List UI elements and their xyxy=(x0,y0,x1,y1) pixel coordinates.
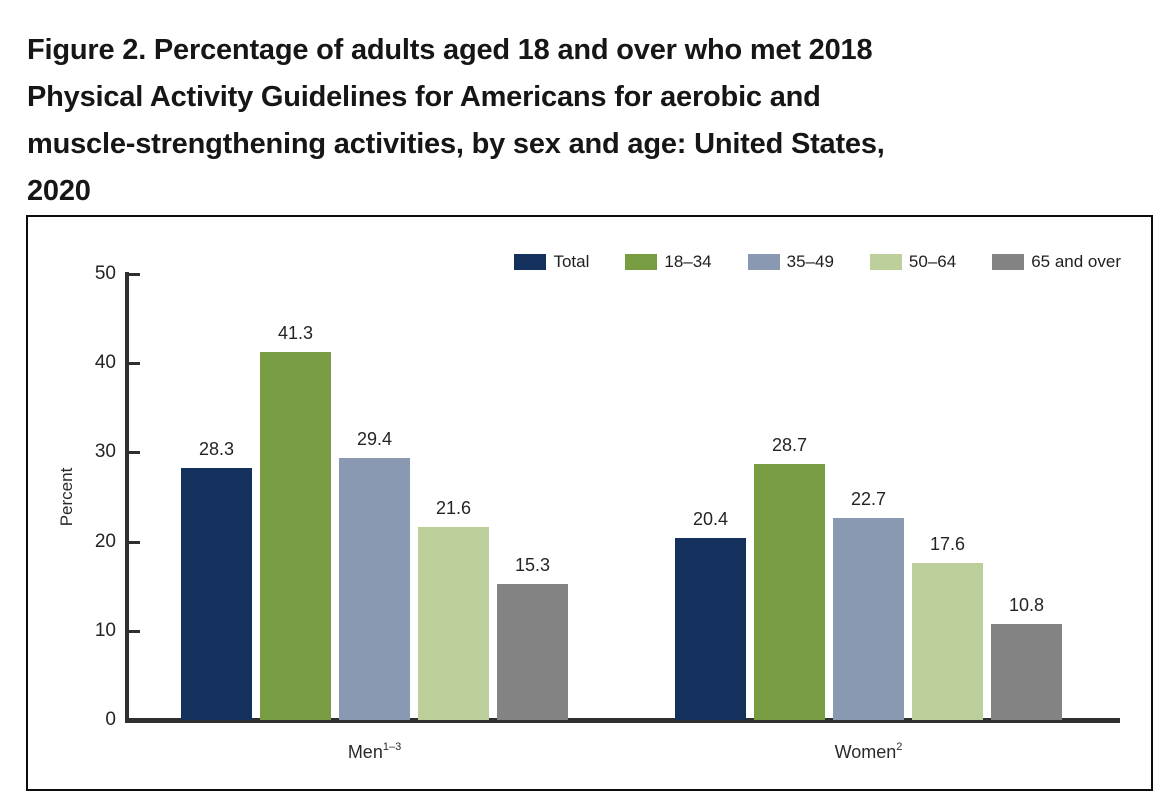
legend-swatch xyxy=(625,254,658,270)
figure-title: Figure 2. Percentage of adults aged 18 a… xyxy=(27,27,1137,215)
y-axis-line xyxy=(125,272,129,723)
bar-women-65-and-over xyxy=(991,623,1062,720)
figure-title-line: 2020 xyxy=(27,175,91,208)
legend-label: Total xyxy=(553,252,590,271)
legend-item-65-and-over: 65 and over xyxy=(992,252,1121,272)
legend-label: 18–34 xyxy=(664,252,712,271)
bar-value-label: 28.7 xyxy=(771,434,808,455)
chart-panel: Total 18–34 35–49 50–64 65 and over Percent … xyxy=(26,215,1153,791)
figure-title-line: Figure 2. Percentage of adults aged 18 a… xyxy=(27,34,873,67)
bar-men-35-49 xyxy=(339,457,410,720)
y-axis-title: Percent xyxy=(57,467,76,527)
bar-men-total xyxy=(181,467,252,720)
y-tick-mark xyxy=(129,451,140,455)
bar-value-label: 21.6 xyxy=(435,498,472,519)
bar-value-label: 28.3 xyxy=(198,438,235,459)
bar-women-50-64 xyxy=(912,563,983,720)
figure-title-line: muscle-strengthening activities, by sex … xyxy=(27,128,885,161)
legend-swatch xyxy=(992,254,1025,270)
y-tick-label: 30 xyxy=(94,441,116,463)
bar-women-35-49 xyxy=(833,517,904,720)
bar-value-label: 22.7 xyxy=(850,488,887,509)
y-tick-label: 20 xyxy=(94,530,116,552)
x-category-footnote-superscript: 1–3 xyxy=(382,741,402,753)
legend-item-50-64: 50–64 xyxy=(869,252,957,272)
legend-item-35-49: 35–49 xyxy=(747,252,834,272)
y-tick-mark xyxy=(129,540,140,544)
bar-women-total xyxy=(675,538,746,720)
legend-swatch xyxy=(747,254,780,270)
legend-label: 35–49 xyxy=(786,252,834,271)
bar-men-50-64 xyxy=(418,527,489,720)
x-category-footnote-superscript: 2 xyxy=(896,741,903,753)
bar-value-label: 15.3 xyxy=(514,554,551,575)
bar-women-18-34 xyxy=(754,463,825,720)
bar-value-label: 20.4 xyxy=(692,509,729,530)
x-category-label-men: Men1–3 xyxy=(181,737,568,762)
y-tick-mark xyxy=(129,629,140,633)
bar-value-label: 17.6 xyxy=(929,534,966,554)
x-category-label-women: Women2 xyxy=(675,737,1062,762)
x-axis-line xyxy=(125,718,1120,723)
bar-men-18-34 xyxy=(260,351,331,720)
chart-legend: Total 18–34 35–49 50–64 65 and over xyxy=(514,252,1121,272)
legend-swatch xyxy=(869,254,902,270)
legend-swatch xyxy=(514,254,547,270)
y-tick-mark xyxy=(129,362,140,366)
legend-label: 65 and over xyxy=(1031,252,1121,271)
legend-item-total: Total xyxy=(514,252,589,272)
y-tick-label: 50 xyxy=(94,263,116,284)
y-tick-label: 40 xyxy=(94,352,116,374)
y-tick-mark xyxy=(129,273,140,276)
y-tick-label: 0 xyxy=(105,709,116,730)
figure-title-line: Physical Activity Guidelines for America… xyxy=(27,81,821,114)
x-category-text: Men xyxy=(347,742,383,762)
bar-men-65-and-over xyxy=(497,583,568,720)
x-category-text: Women xyxy=(834,742,897,762)
y-tick-label: 10 xyxy=(94,619,116,641)
bar-value-label: 10.8 xyxy=(1008,594,1045,615)
legend-label: 50–64 xyxy=(908,252,957,271)
legend-item-18-34: 18–34 xyxy=(625,252,712,272)
bar-value-label: 41.3 xyxy=(277,322,314,343)
bar-value-label: 29.4 xyxy=(356,428,393,449)
